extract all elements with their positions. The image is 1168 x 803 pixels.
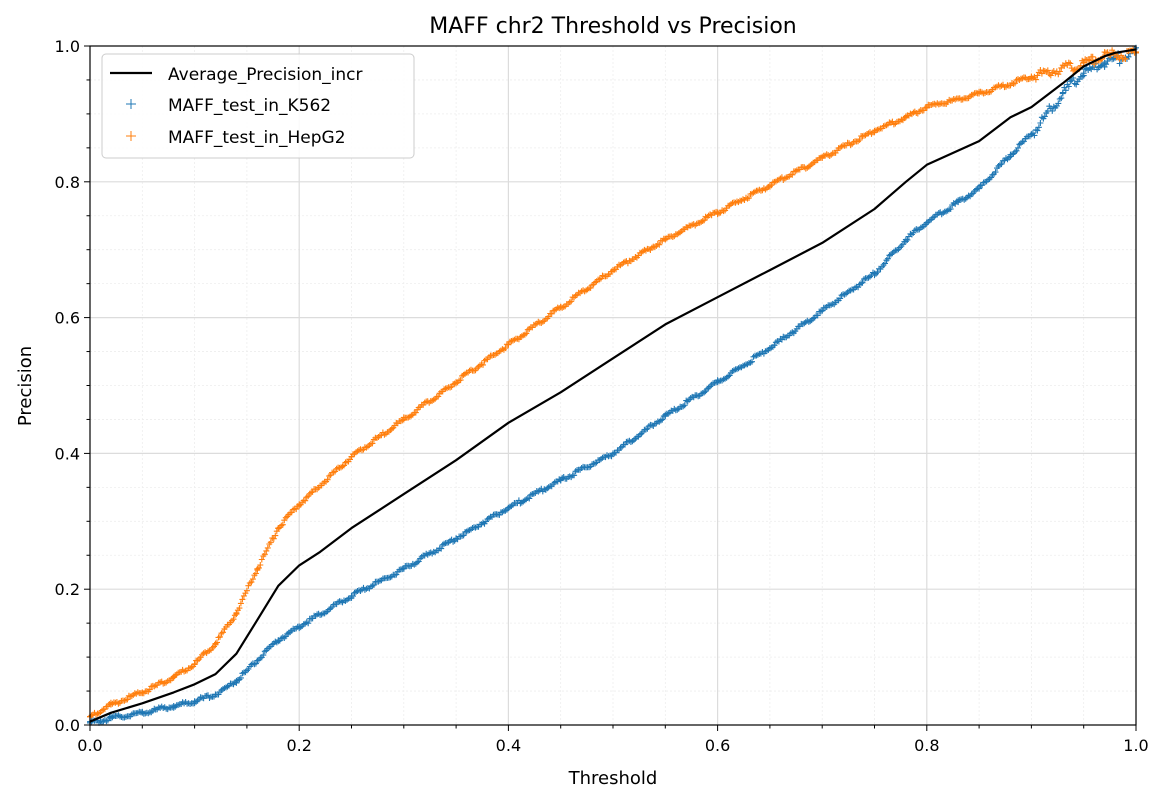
- x-tick-label: 1.0: [1123, 736, 1148, 755]
- x-tick-label: 0.8: [914, 736, 939, 755]
- data-point: [400, 416, 407, 423]
- data-point: [139, 709, 146, 716]
- data-point: [819, 307, 826, 314]
- legend-box: [101, 53, 415, 159]
- data-point: [976, 185, 983, 192]
- data-point: [1028, 131, 1035, 138]
- data-point: [610, 450, 616, 457]
- data-point: [212, 691, 219, 698]
- data-point: [453, 535, 460, 542]
- data-point: [254, 657, 261, 664]
- data-point: [1007, 151, 1014, 158]
- data-point: [139, 689, 146, 696]
- axis-ticks: 0.0 0.2 0.4 0.6 0.8 1.0 0.0 0.2 0.4 0.6 0.8 1.0: [55, 37, 1149, 755]
- legend-label-average: Average_Precision_incr: [168, 65, 363, 85]
- series-line-Average_Precision_incr: [89, 48, 1137, 723]
- data-point: [1080, 70, 1087, 77]
- x-tick-label: 0.6: [705, 736, 730, 755]
- y-tick-label: 1.0: [55, 37, 80, 56]
- data-point: [254, 565, 261, 572]
- y-tick-label: 0.4: [55, 444, 80, 463]
- data-point: [902, 114, 909, 121]
- data-point: [766, 345, 773, 352]
- legend-label-k562: MAFF_test_in_K562: [168, 96, 331, 116]
- data-point: [871, 270, 878, 277]
- plot-area: [87, 44, 1139, 726]
- y-axis-label: Precision: [15, 346, 36, 426]
- data-point: [107, 715, 114, 722]
- data-point: [819, 155, 826, 162]
- data-point: [1101, 59, 1108, 66]
- data-point: [714, 379, 721, 386]
- data-point: [400, 565, 407, 572]
- data-point: [662, 236, 669, 243]
- y-tick-label: 0.2: [55, 580, 80, 599]
- data-point: [557, 477, 564, 484]
- y-tick-label: 0.6: [55, 309, 80, 328]
- data-point: [191, 660, 198, 667]
- data-point: [296, 623, 303, 630]
- data-point: [275, 525, 282, 532]
- data-point: [902, 236, 909, 243]
- legend-plus-swatch-k562: [126, 99, 136, 109]
- data-point: [923, 219, 930, 226]
- data-point: [557, 304, 564, 311]
- data-point: [662, 413, 669, 420]
- legend-label-hepg2: MAFF_test_in_HepG2: [168, 128, 346, 148]
- data-point: [107, 701, 114, 708]
- data-point: [348, 453, 355, 460]
- x-tick-label: 0.2: [286, 736, 311, 755]
- data-point: [714, 209, 721, 216]
- data-point: [505, 341, 512, 348]
- data-point: [976, 90, 983, 97]
- data-point: [505, 504, 512, 511]
- y-tick-label: 0.8: [55, 173, 80, 192]
- x-tick-label: 0.0: [77, 736, 102, 755]
- data-point: [453, 379, 460, 386]
- y-tick-label: 0.0: [55, 716, 80, 735]
- data-point: [170, 674, 177, 681]
- data-point: [170, 702, 177, 709]
- data-point: [1028, 73, 1035, 80]
- data-point: [766, 182, 773, 189]
- x-axis-label: Threshold: [568, 768, 658, 789]
- data-point: [191, 698, 198, 705]
- data-point: [923, 104, 930, 111]
- legend: Average_Precision_incr MAFF_test_in_K562…: [101, 53, 415, 159]
- x-tick-label: 0.4: [496, 736, 521, 755]
- chart-title: MAFF chr2 Threshold vs Precision: [429, 14, 796, 39]
- data-point: [348, 592, 355, 599]
- data-point: [233, 609, 240, 616]
- data-point: [1059, 90, 1066, 97]
- data-point: [955, 199, 962, 206]
- data-point: [1080, 59, 1087, 66]
- data-point: [871, 127, 878, 134]
- series-MAFF_test_in_HepG2: [87, 45, 1139, 720]
- data-point: [296, 501, 303, 508]
- data-point: [275, 637, 282, 644]
- legend-plus-swatch-hepg2: [126, 131, 136, 141]
- data-point: [233, 677, 240, 684]
- data-point: [610, 267, 616, 274]
- data-point: [212, 640, 219, 647]
